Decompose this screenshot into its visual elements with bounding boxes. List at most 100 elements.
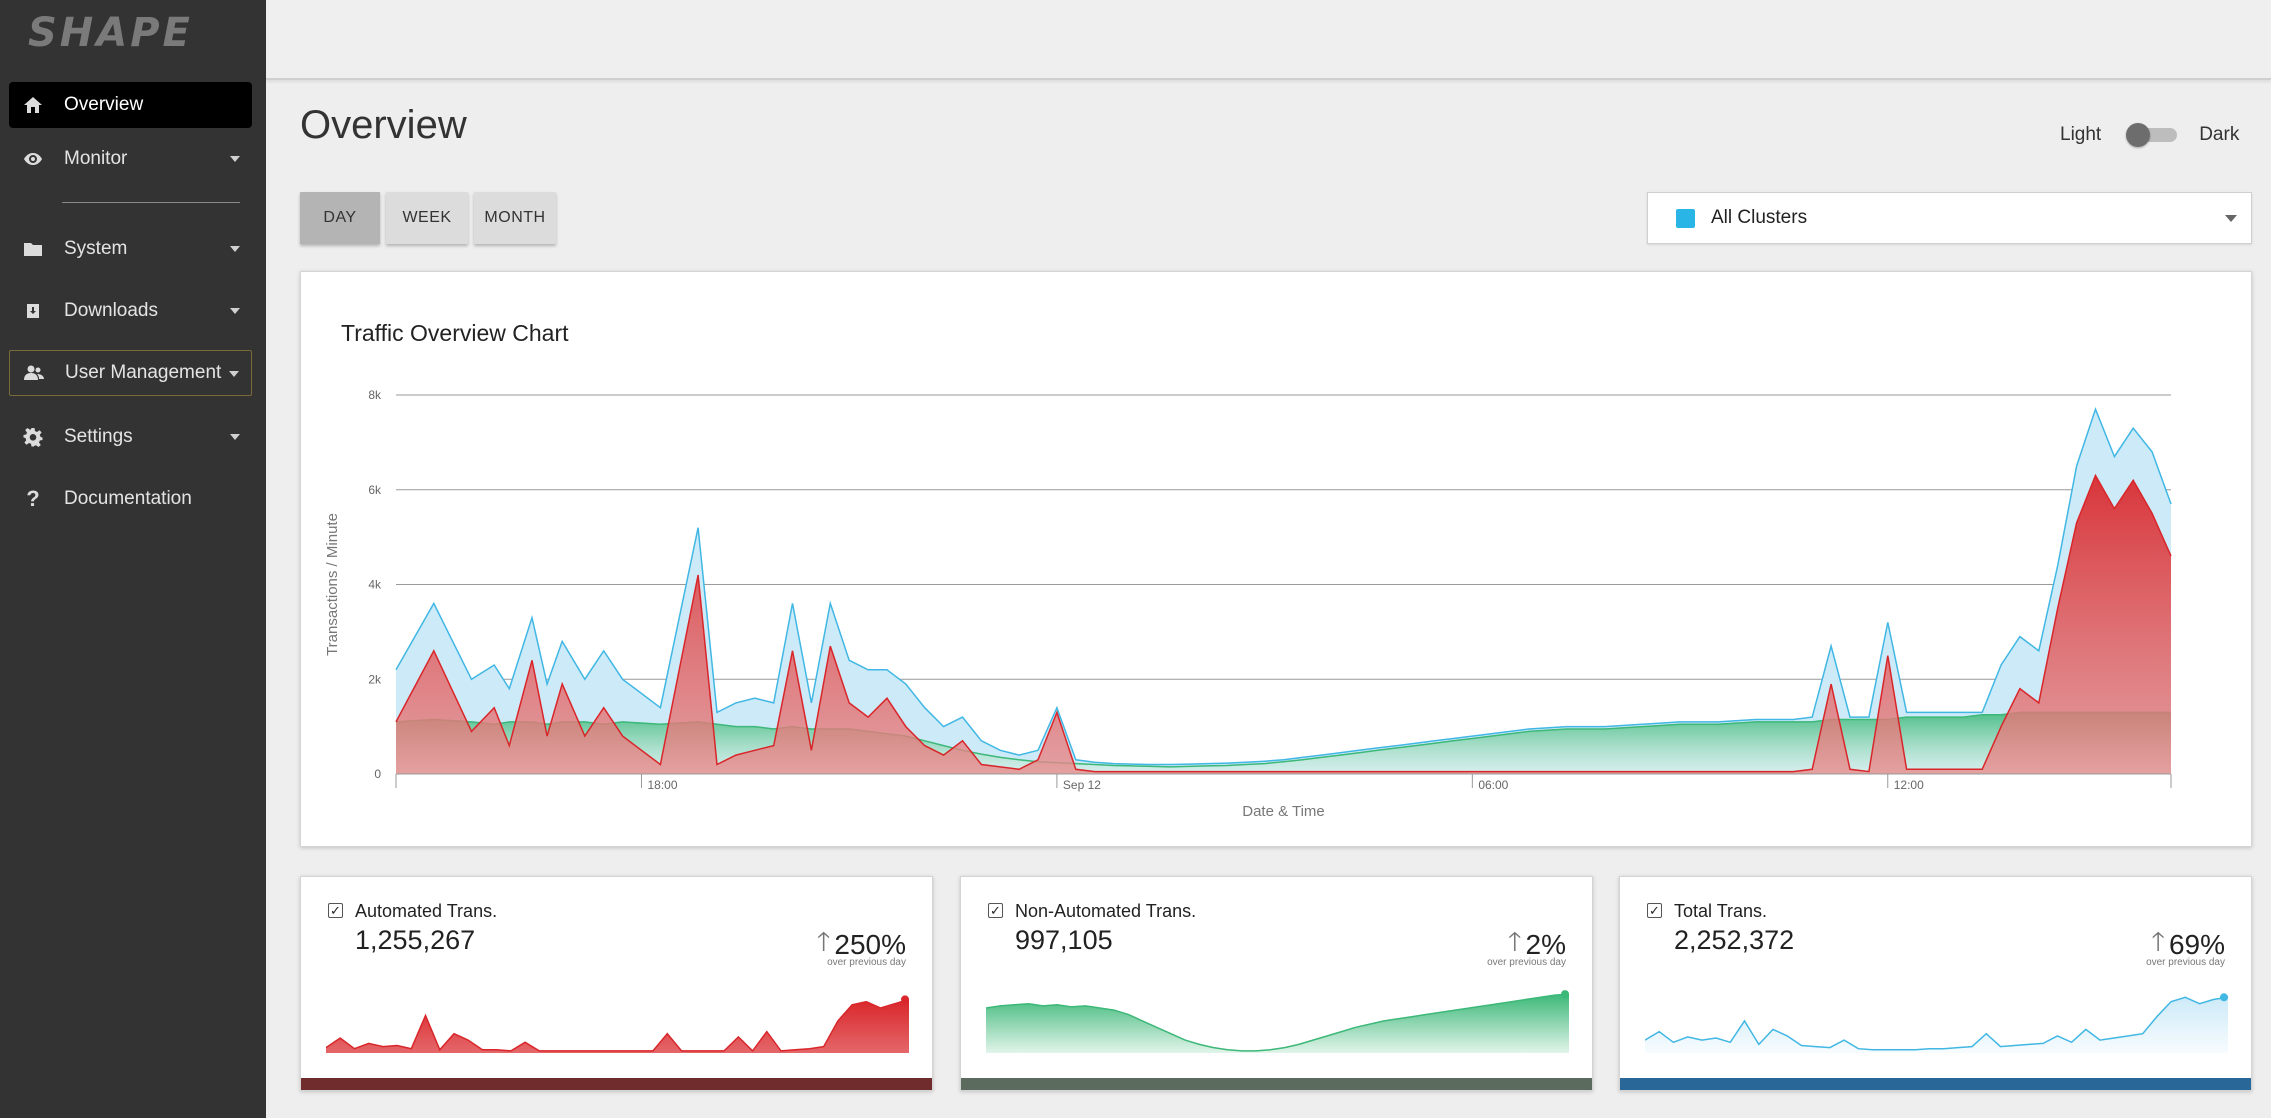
sidebar: SHAPE Overview Monitor System Downloads …: [0, 0, 266, 1118]
chevron-down-icon: [230, 156, 240, 162]
sidebar-item-settings[interactable]: Settings: [9, 414, 252, 460]
stat-change: 🡑 2%: [1508, 923, 1566, 967]
chevron-down-icon: [230, 434, 240, 440]
automated-sparkline: [326, 995, 909, 1053]
cluster-select-value: All Clusters: [1711, 207, 1808, 228]
stat-card-non-automated: ✓ Non-Automated Trans. 997,105 🡑 2% over …: [960, 876, 1593, 1091]
chevron-down-icon: [230, 246, 240, 252]
stat-change: 🡑 69%: [2151, 923, 2225, 967]
sparkline-end-dot: [901, 995, 909, 1004]
sidebar-item-label: Monitor: [64, 148, 128, 169]
non-automated-area-line: [395, 711, 2171, 768]
x-tick-label: 18:00: [647, 778, 677, 792]
stat-color-bar: [1620, 1078, 2251, 1090]
chevron-down-icon: [230, 308, 240, 314]
stat-change: 🡑 250%: [817, 923, 906, 967]
stat-value: 1,255,267: [355, 925, 476, 955]
non-automated-checkbox[interactable]: ✓: [988, 903, 1003, 918]
stat-label: Automated Trans.: [355, 901, 498, 921]
x-axis-label: Date & Time: [1242, 803, 1325, 820]
sidebar-item-system[interactable]: System: [9, 226, 252, 272]
stat-label: Non-Automated Trans.: [1015, 901, 1197, 921]
stat-sub: over previous day: [1487, 957, 1566, 968]
sidebar-divider: [62, 202, 240, 203]
sidebar-item-label: User Management: [65, 362, 222, 383]
users-icon: [23, 362, 45, 384]
y-tick-label: 0: [374, 767, 381, 781]
y-tick-label: 8k: [368, 388, 382, 402]
sparkline-area: [1645, 997, 2228, 1053]
stat-change-value: 69%: [2168, 929, 2225, 960]
sidebar-item-documentation[interactable]: ? Documentation: [9, 476, 252, 522]
chevron-down-icon: [2225, 215, 2237, 222]
sidebar-item-label: Documentation: [64, 488, 192, 509]
stat-value: 997,105: [1015, 925, 1113, 955]
top-header: [266, 0, 2271, 80]
traffic-overview-chart: 0 2k 4k 6k 8k 18:00 Sep 12 06:00 12:00 Date & Tim…: [324, 388, 2172, 820]
y-tick-label: 2k: [368, 672, 382, 686]
traffic-chart-card: Traffic Overview Chart 0 2k 4k 6k 8k 18:00 Sep…: [300, 271, 2252, 847]
stat-color-bar: [961, 1078, 1592, 1090]
cluster-color-swatch: [1676, 208, 1695, 228]
x-tick-label: 06:00: [1478, 778, 1508, 792]
dark-label: Dark: [2199, 124, 2240, 145]
sparkline-end-dot: [2220, 993, 2228, 1002]
eye-icon: [22, 148, 44, 170]
stat-card-automated: ✓ Automated Trans. 1,255,267 🡑 250% over …: [300, 876, 933, 1091]
light-label: Light: [2060, 124, 2102, 145]
sparkline-area: [326, 999, 909, 1053]
month-button[interactable]: MONTH: [474, 192, 556, 244]
chevron-down-icon: [229, 371, 239, 377]
stat-card-total: ✓ Total Trans. 2,252,372 🡑 69% over previ…: [1619, 876, 2252, 1091]
sidebar-item-downloads[interactable]: Downloads: [9, 288, 252, 334]
chart-title: Traffic Overview Chart: [341, 320, 569, 346]
question-icon: ?: [26, 486, 40, 511]
automated-area-line: [395, 473, 2172, 773]
switch-knob[interactable]: [2126, 123, 2151, 147]
sidebar-item-label: System: [64, 238, 128, 259]
cluster-select[interactable]: All Clusters: [1647, 192, 2252, 244]
stat-sub: over previous day: [827, 957, 906, 968]
sparkline-end-dot: [1561, 990, 1569, 999]
week-button[interactable]: WEEK: [386, 192, 468, 244]
stat-change-value: 2%: [1525, 929, 1566, 960]
stat-color-bar: [301, 1078, 932, 1090]
stat-sub: over previous day: [2146, 957, 2225, 968]
y-axis-label: Transactions / Minute: [324, 513, 341, 656]
sidebar-item-label: Overview: [64, 94, 144, 115]
brand-logo: SHAPE: [28, 10, 193, 56]
sidebar-item-monitor[interactable]: Monitor: [9, 136, 252, 182]
stat-value: 2,252,372: [1674, 925, 1795, 955]
sidebar-item-label: Downloads: [64, 300, 158, 321]
sparkline-area: [986, 994, 1569, 1053]
arrow-up-icon: 🡑: [816, 926, 831, 956]
home-icon: [22, 94, 44, 116]
download-icon: [22, 300, 44, 322]
arrow-up-icon: 🡑: [1508, 926, 1522, 956]
theme-switch[interactable]: [2126, 123, 2178, 147]
automated-checkbox[interactable]: ✓: [328, 903, 343, 918]
total-checkbox[interactable]: ✓: [1647, 903, 1662, 918]
x-tick-label: 12:00: [1894, 778, 1924, 792]
theme-toggle: Light Dark: [2060, 123, 2240, 147]
arrow-up-icon: 🡑: [2151, 926, 2165, 956]
page-title: Overview: [300, 103, 467, 147]
total-area-line: [395, 407, 2172, 766]
sparkline-line: [1645, 996, 2228, 1051]
stat-change-value: 250%: [834, 929, 906, 960]
y-tick-label: 4k: [368, 578, 382, 592]
folder-icon: [22, 238, 44, 260]
x-tick-label: Sep 12: [1063, 778, 1101, 792]
day-button[interactable]: DAY: [300, 192, 380, 244]
y-tick-label: 6k: [368, 483, 382, 497]
sidebar-item-overview[interactable]: Overview: [9, 82, 252, 128]
sparkline-line: [326, 998, 909, 1053]
sidebar-item-user-management[interactable]: User Management: [9, 350, 252, 396]
sidebar-item-label: Settings: [64, 426, 133, 447]
non-automated-sparkline: [986, 990, 1569, 1053]
automated-area: [396, 475, 2171, 774]
sparkline-line: [986, 993, 1569, 1052]
total-sparkline: [1645, 993, 2228, 1053]
gear-icon: [22, 426, 44, 448]
stat-label: Total Trans.: [1674, 901, 1768, 921]
